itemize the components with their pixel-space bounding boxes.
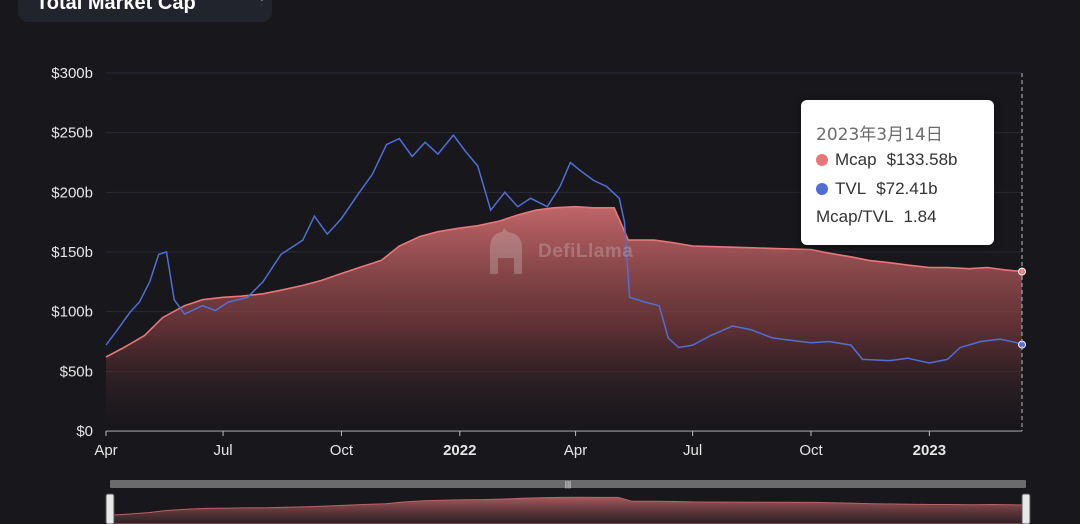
zoom-grip-icon: ||| [565, 480, 571, 489]
llama-logo-icon [490, 228, 522, 274]
x-tick-label: Apr [564, 442, 587, 459]
mcap-dot-icon [816, 154, 828, 166]
y-axis: $0 $50b $100b $150b $200b $250b $300b [51, 65, 93, 440]
metric-selector[interactable]: Total Market Cap ▼ [18, 0, 272, 22]
tooltip-value-mcap: $133.58b [886, 150, 958, 169]
x-tick-label: Jul [213, 442, 232, 459]
tooltip: 2023年3月14日 Mcap $133.58b TVL $72.41b Mcap/… [801, 100, 994, 245]
x-tick-label: Apr [94, 442, 117, 459]
tooltip-value-tvl: $72.41b [876, 179, 938, 198]
zoom-preview-area [109, 496, 1027, 524]
tooltip-row-ratio: Mcap/TVL 1.84 [816, 207, 937, 227]
zoom-slider[interactable]: ||| [105, 480, 1031, 524]
y-tick-label: $50b [60, 363, 93, 380]
metric-selector-label: Total Market Cap [36, 0, 196, 14]
y-tick-label: $200b [51, 184, 93, 201]
x-tick-label: 2023 [913, 442, 946, 459]
y-tick-label: $0 [76, 423, 93, 440]
chevron-down-icon: ▼ [256, 0, 268, 4]
y-tick-label: $150b [51, 244, 93, 261]
tooltip-label-mcap: Mcap [835, 150, 877, 169]
tooltip-date: 2023年3月14日 [816, 125, 943, 145]
x-tick-label: Oct [799, 442, 823, 459]
tooltip-label-ratio: Mcap/TVL [816, 207, 894, 226]
x-axis: Apr Jul Oct 2022 Apr Jul Oct 2023 [94, 430, 1022, 459]
zoom-handle-right[interactable] [1021, 493, 1031, 524]
mcap-area [106, 206, 1022, 431]
x-tick-label: Oct [330, 442, 354, 459]
y-tick-label: $100b [51, 304, 93, 321]
watermark: DefiLlama [480, 228, 650, 278]
y-tick-label: $250b [51, 125, 93, 142]
watermark-text: DefiLlama [538, 241, 634, 262]
tooltip-label-tvl: TVL [835, 179, 867, 198]
tooltip-row-tvl: TVL $72.41b [816, 179, 938, 199]
tvl-dot-icon [816, 183, 828, 195]
zoom-bar [110, 480, 1026, 488]
tooltip-row-mcap: Mcap $133.58b [816, 150, 957, 170]
series-layer [105, 133, 1026, 431]
tooltip-value-ratio: 1.84 [903, 207, 937, 226]
y-tick-label: $300b [51, 65, 93, 82]
zoom-handle-left[interactable] [105, 493, 115, 524]
x-tick-label: Jul [683, 442, 702, 459]
x-tick-label: 2022 [443, 442, 476, 459]
tvl-line [105, 133, 1023, 364]
